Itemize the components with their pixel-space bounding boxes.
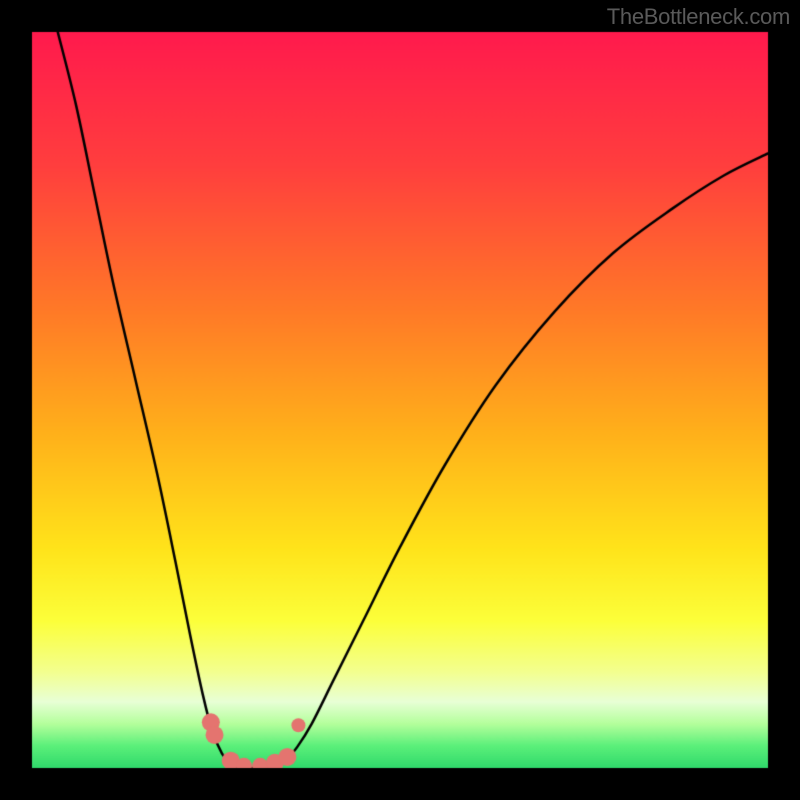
bottleneck-chart — [0, 0, 800, 800]
attribution-label: TheBottleneck.com — [607, 4, 790, 30]
